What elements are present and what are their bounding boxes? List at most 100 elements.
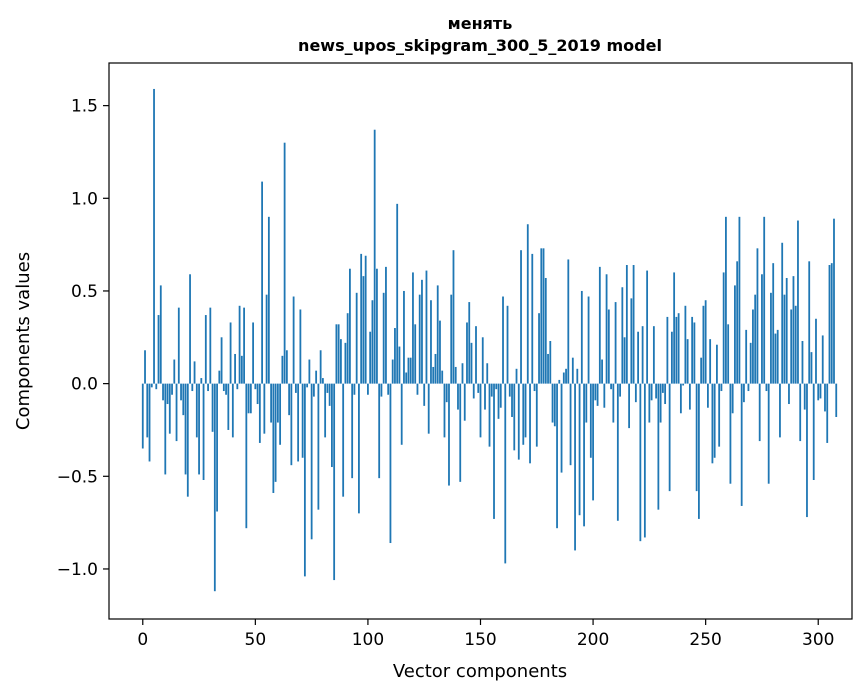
bar-35: [220, 337, 223, 384]
bar-193: [576, 368, 579, 384]
bar-66: [290, 383, 293, 466]
bar-161: [504, 383, 507, 564]
bar-286: [785, 277, 788, 384]
bar-114: [398, 346, 401, 384]
bar-45: [243, 307, 245, 384]
bar-259: [725, 216, 727, 384]
bar-26: [200, 378, 203, 384]
bar-225: [648, 383, 651, 423]
bar-138: [452, 250, 455, 384]
bar-74: [308, 359, 311, 384]
bar-14: [173, 359, 176, 384]
bar-125: [423, 383, 426, 406]
bar-256: [718, 383, 721, 447]
bar-251: [707, 383, 709, 408]
bar-37: [225, 383, 227, 395]
bar-79: [319, 350, 322, 384]
bar-159: [499, 383, 502, 408]
bar-127: [427, 383, 430, 434]
bar-175: [535, 383, 538, 447]
bar-24: [195, 383, 198, 438]
bar-17: [180, 383, 182, 401]
bar-264: [736, 261, 739, 384]
x-tick-label: 150: [464, 630, 496, 650]
bar-275: [761, 274, 763, 384]
bar-298: [812, 383, 815, 480]
bar-223: [643, 383, 646, 538]
bar-196: [583, 383, 585, 527]
bar-211: [616, 383, 619, 521]
bar-102: [371, 300, 374, 384]
bar-224: [646, 270, 649, 384]
bar-289: [792, 276, 795, 384]
bar-115: [400, 383, 403, 445]
chart-title-line-2: news_upos_skipgram_300_5_2019 model: [298, 36, 662, 55]
bar-231: [661, 383, 664, 393]
bar-216: [628, 383, 630, 429]
bar-215: [625, 265, 628, 384]
bar-204: [601, 359, 603, 384]
bar-254: [713, 383, 716, 458]
x-tick-label: 200: [577, 630, 609, 650]
bar-29: [207, 383, 209, 392]
bar-222: [641, 326, 644, 384]
bar-165: [513, 383, 516, 451]
bar-283: [779, 383, 781, 438]
bar-228: [655, 383, 658, 399]
bar-109: [387, 383, 390, 395]
bar-147: [472, 383, 475, 399]
bar-183: [553, 383, 556, 427]
bar-212: [619, 383, 621, 397]
y-axis-ticks: −1.0 −0.5 0.0 0.5 1.0 1.5: [57, 97, 109, 580]
bar-234: [668, 383, 671, 492]
bar-122: [416, 383, 419, 395]
bar-59: [274, 383, 277, 482]
bar-60: [276, 383, 279, 423]
bar-76: [312, 383, 315, 397]
bar-174: [533, 383, 536, 392]
bar-50: [254, 383, 257, 390]
bar-246: [695, 383, 698, 492]
bar-12: [168, 383, 171, 434]
bar-136: [448, 383, 450, 486]
bar-87: [337, 324, 340, 384]
bar-271: [752, 309, 754, 384]
bar-195: [580, 290, 583, 384]
bar-268: [745, 329, 748, 384]
bar-260: [727, 324, 730, 384]
bar-142: [461, 363, 464, 384]
bar-93: [351, 383, 354, 479]
bar-244: [691, 316, 694, 384]
bar-304: [826, 383, 829, 443]
bar-100: [367, 383, 369, 395]
bar-141: [459, 383, 462, 482]
bar-143: [463, 383, 466, 421]
bar-67: [292, 296, 295, 384]
bar-83: [328, 383, 331, 406]
bar-182: [551, 383, 554, 423]
bar-38: [227, 383, 230, 430]
bar-4: [150, 383, 153, 388]
bar-126: [425, 270, 428, 384]
x-axis-label: Vector components: [393, 661, 567, 682]
y-tick-label: −1.0: [57, 560, 98, 580]
bar-53: [261, 181, 263, 384]
bar-15: [175, 383, 178, 442]
bar-255: [716, 344, 718, 384]
chart-title-line-1: менять: [448, 14, 513, 33]
bar-48: [249, 383, 252, 414]
x-tick-label: 250: [689, 630, 721, 650]
bar-177: [540, 248, 543, 384]
bar-170: [524, 383, 527, 438]
bar-36: [222, 383, 225, 392]
bar-103: [373, 129, 376, 384]
bar-151: [481, 337, 484, 384]
bar-119: [409, 357, 412, 384]
bar-308: [835, 383, 838, 417]
bar-291: [797, 220, 799, 384]
bar-88: [340, 339, 342, 384]
bar-9: [162, 383, 164, 401]
bar-186: [560, 383, 563, 473]
bar-190: [569, 383, 572, 466]
